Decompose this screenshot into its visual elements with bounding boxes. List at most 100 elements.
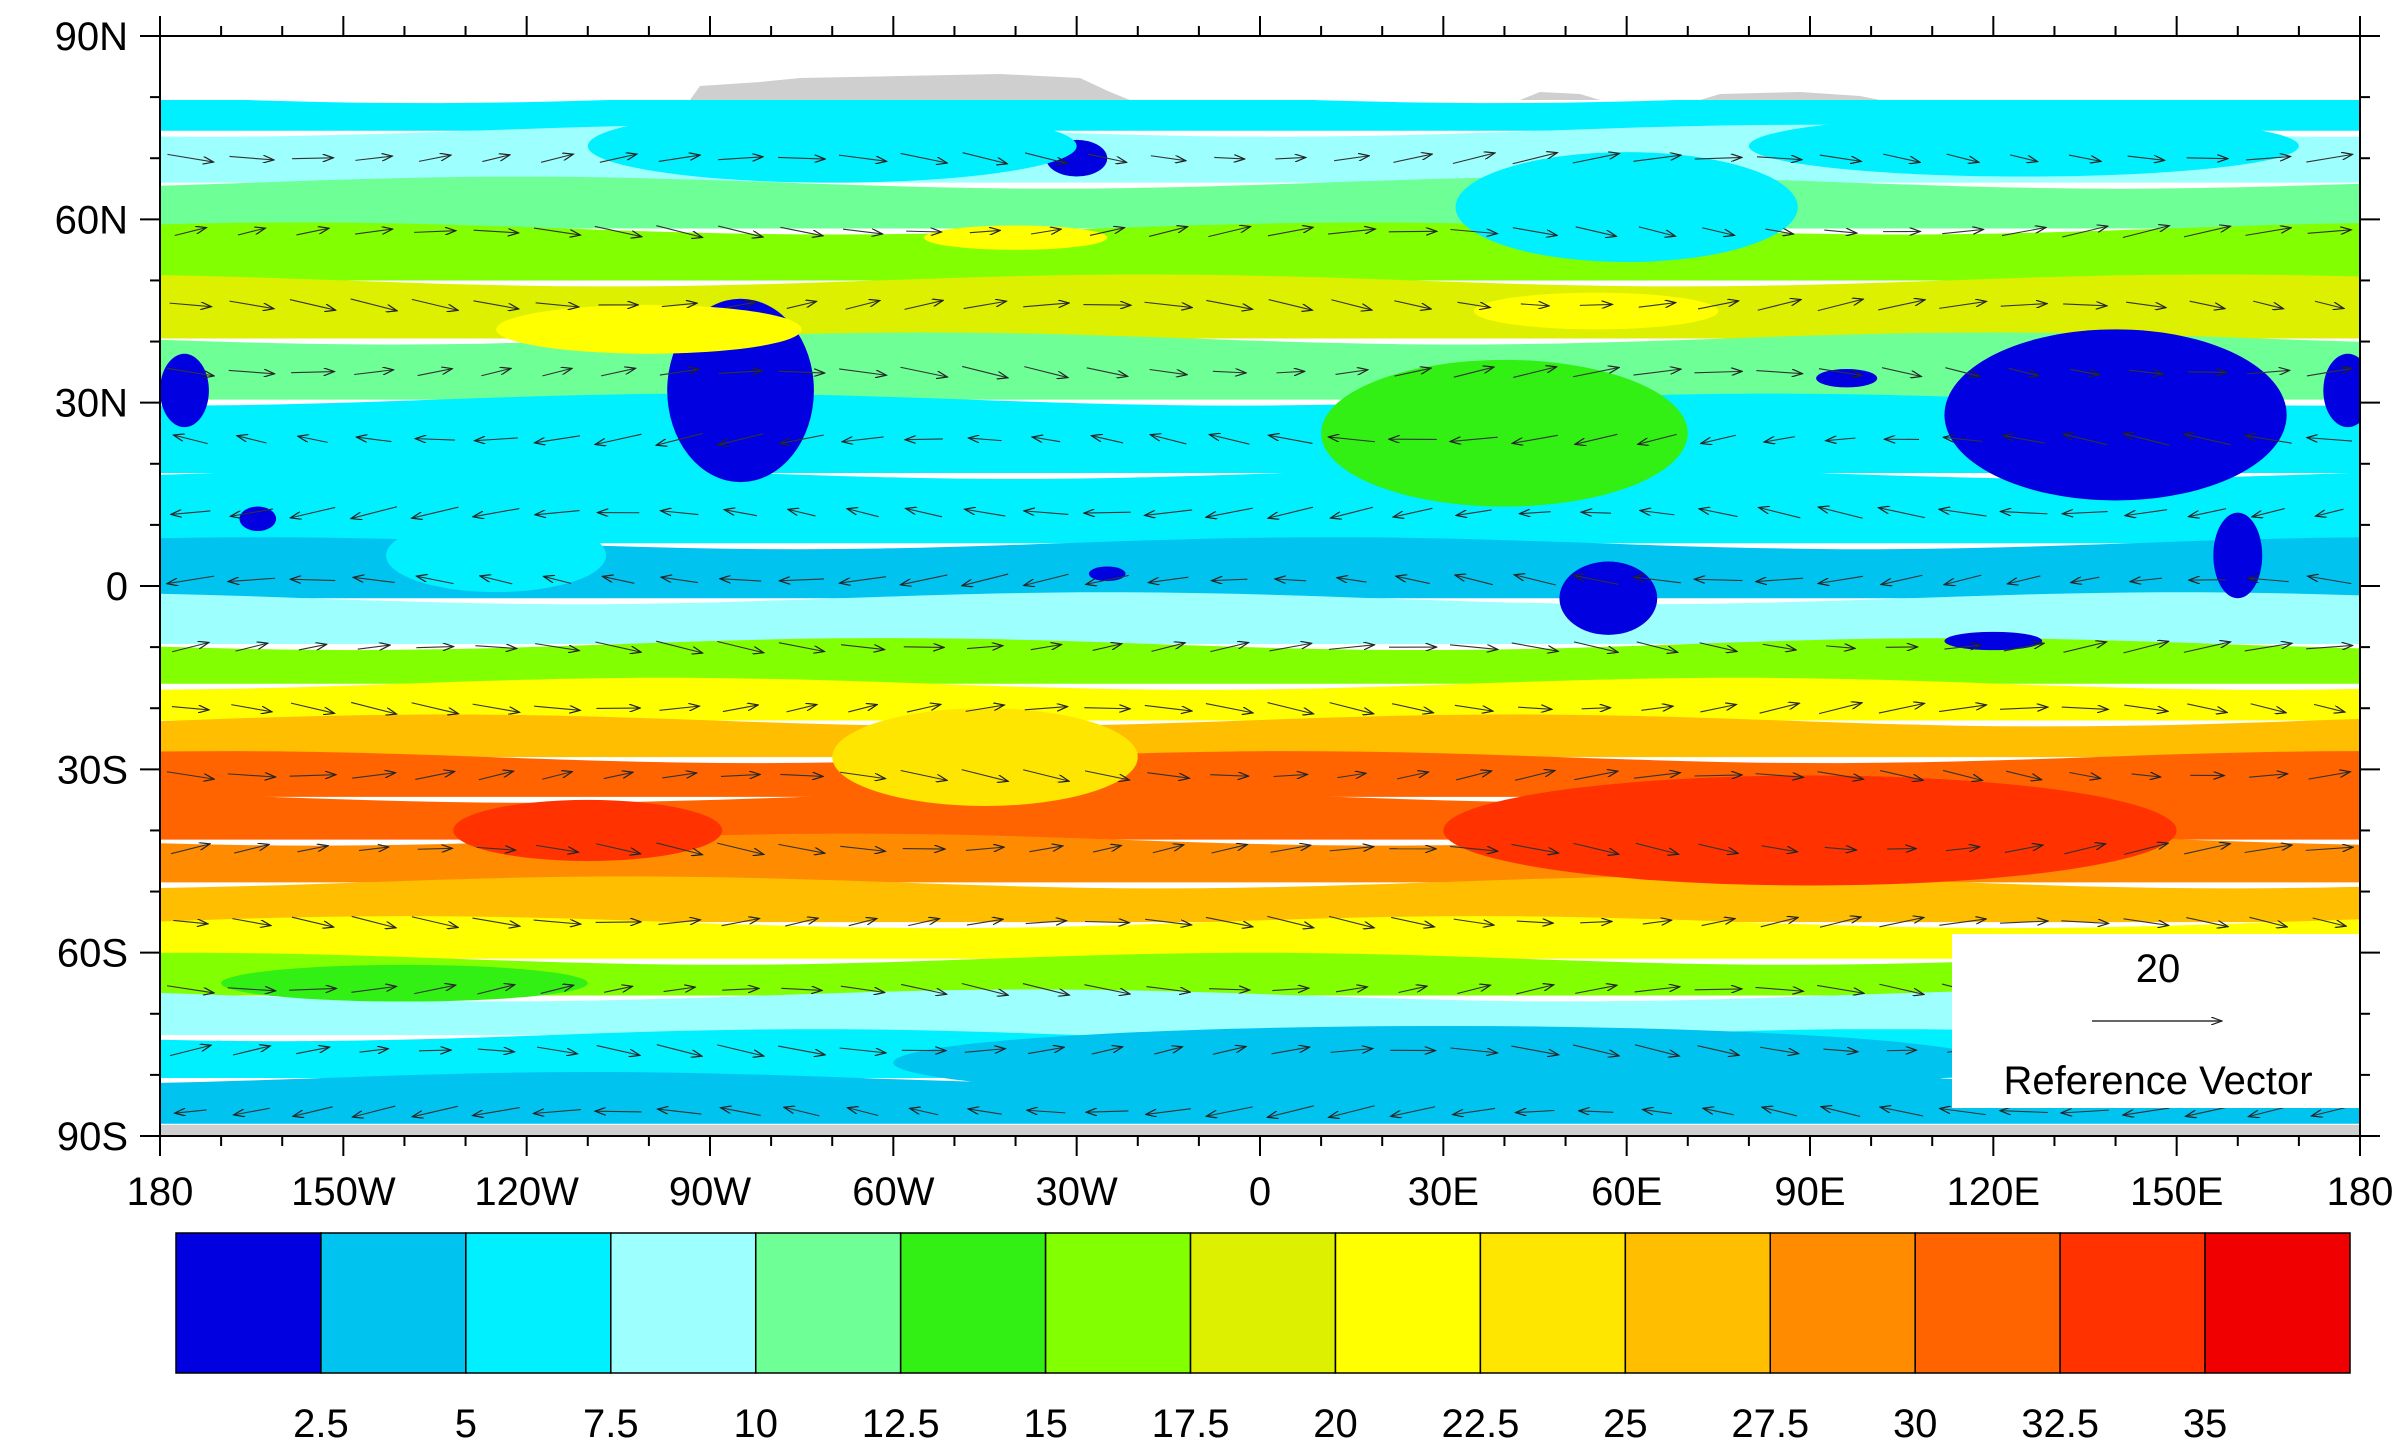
wind-vector — [1636, 641, 1678, 652]
wind-vector — [961, 982, 1008, 995]
wind-vector — [298, 436, 328, 443]
wind-vector — [1214, 157, 1244, 159]
wind-vector — [847, 1108, 879, 1117]
wind-vector — [2000, 304, 2047, 307]
colorbar-label: 27.5 — [1731, 1402, 1809, 1441]
wind-vector — [292, 158, 333, 159]
wind-vector — [2312, 917, 2347, 926]
colorbar-swatch — [754, 1232, 902, 1374]
wind-vector — [2253, 300, 2283, 309]
wind-vector — [1764, 436, 1795, 442]
wind-vector — [663, 987, 696, 991]
wind-vector — [1575, 433, 1618, 444]
wind-vector — [351, 701, 396, 714]
wind-vector — [1999, 921, 2048, 923]
wind-vector — [967, 646, 1003, 649]
wind-vector — [415, 439, 455, 440]
wind-vector — [1818, 575, 1864, 583]
wind-vector — [1091, 436, 1124, 444]
wind-vector — [910, 1108, 939, 1116]
wind-vector — [2246, 370, 2290, 374]
wind-vector — [720, 774, 760, 776]
wind-vector — [906, 508, 943, 518]
wind-vector — [1022, 983, 1069, 996]
wind-vector — [839, 368, 886, 375]
wind-vector — [900, 769, 947, 781]
wind-vector — [289, 775, 336, 777]
wind-vector — [1449, 644, 1498, 650]
wind-vector — [1329, 1105, 1375, 1118]
wind-vector — [1511, 642, 1559, 651]
wind-vector — [2127, 156, 2165, 160]
wind-vector — [1208, 226, 1250, 238]
wind-vector — [351, 506, 398, 519]
wind-vector — [1515, 771, 1555, 781]
wind-vector — [1453, 1107, 1496, 1114]
wind-vector — [1334, 156, 1369, 162]
colorbar-label: 2.5 — [293, 1402, 349, 1441]
wind-vector — [656, 225, 702, 238]
wind-vector — [351, 986, 396, 993]
wind-vector — [1394, 368, 1431, 377]
wind-vector — [1886, 1050, 1917, 1051]
wind-vector — [965, 509, 1006, 517]
wind-vector — [778, 371, 825, 373]
lat-label: 90N — [55, 15, 128, 59]
wind-vector — [481, 368, 511, 377]
wind-vector — [1701, 919, 1735, 927]
wind-vector — [962, 573, 1009, 586]
wind-vector — [2130, 578, 2163, 581]
wind-vector — [1757, 300, 1801, 311]
wind-vector — [1154, 1047, 1182, 1055]
wind-vector — [1024, 152, 1067, 164]
contour-blob — [1443, 775, 2177, 886]
wind-vector — [1145, 918, 1191, 925]
lon-label: 150E — [2130, 1170, 2223, 1214]
contour-band — [160, 714, 2360, 758]
wind-vector — [1453, 918, 1494, 925]
wind-vector — [352, 773, 395, 779]
wind-vector — [843, 228, 882, 234]
wind-vector — [1817, 771, 1864, 780]
wind-vector — [1085, 922, 1129, 923]
wind-vector — [2123, 641, 2169, 654]
wind-vector — [2184, 844, 2230, 855]
wind-vector — [1638, 226, 1676, 236]
wind-vector — [781, 988, 822, 990]
wind-vector — [2128, 370, 2163, 374]
wind-vector — [235, 643, 268, 652]
contour-blob — [1944, 631, 2043, 651]
wind-vector — [720, 579, 762, 581]
colorbar-swatch — [899, 1232, 1047, 1374]
wind-vector — [778, 843, 824, 853]
wind-vector — [1152, 845, 1184, 854]
wind-vector — [2187, 372, 2227, 373]
wind-vector — [2003, 435, 2046, 444]
lat-label: 60N — [55, 198, 128, 242]
contour-band — [160, 592, 2360, 645]
wind-vector — [228, 370, 275, 373]
wind-vector — [2001, 228, 2046, 237]
colorbar-swatch — [2204, 1232, 2351, 1374]
wind-vector — [1267, 1105, 1314, 1118]
wind-vector — [1028, 1047, 1064, 1055]
wind-vector — [1519, 512, 1551, 514]
wind-vector — [169, 1045, 211, 1057]
wind-vector — [847, 509, 879, 518]
wind-vector — [1698, 843, 1738, 853]
wind-vector — [2123, 918, 2169, 926]
wind-vector — [290, 506, 336, 517]
wind-vector — [1879, 917, 1923, 928]
wind-vector — [291, 916, 334, 927]
wind-vector — [1701, 434, 1736, 443]
wind-vector — [786, 705, 817, 713]
wind-vector — [167, 575, 215, 584]
latitude-labels: 90N 60N 30N 0 30S 60S 90S — [55, 15, 128, 1159]
wind-vector — [1760, 1046, 1798, 1053]
wind-vector — [1205, 703, 1253, 713]
wind-vector — [2122, 226, 2169, 239]
wind-vector — [1086, 1111, 1129, 1112]
reference-vector-value: 20 — [2136, 947, 2181, 991]
wind-vector — [2248, 1105, 2289, 1116]
wind-vector — [1084, 512, 1131, 513]
